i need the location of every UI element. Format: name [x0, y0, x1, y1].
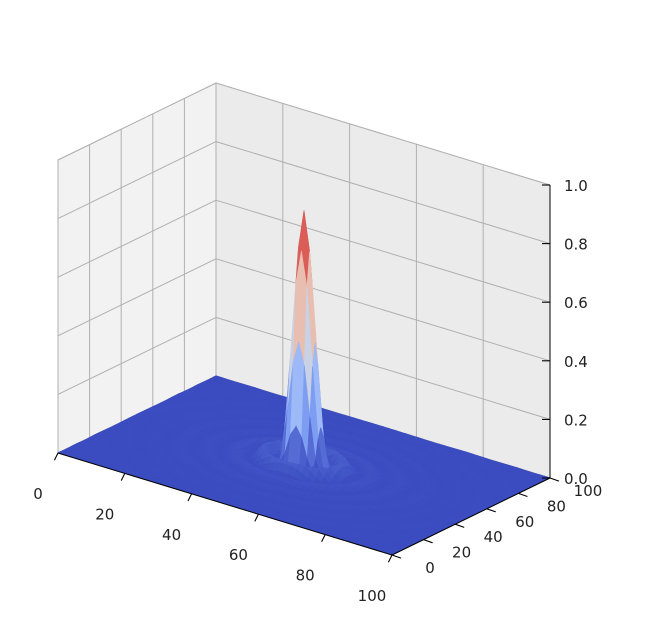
x-axis-tick — [321, 534, 326, 543]
y-axis-tick — [486, 508, 496, 513]
x-axis-tick — [387, 554, 393, 563]
y-axis-tick — [391, 554, 402, 559]
x-axis-tick-label: 0 — [33, 485, 43, 503]
z-axis-tick-label: 0.0 — [564, 470, 588, 488]
gridline-z-left — [57, 316, 217, 395]
y-axis-tick-label: 0 — [425, 559, 435, 577]
y-axis-tick — [455, 523, 465, 528]
x-axis-tick — [120, 473, 126, 481]
surface-mesh — [57, 210, 551, 556]
z-axis-tick-label: 1.0 — [564, 177, 588, 195]
y-axis-line — [391, 477, 551, 556]
gridline-z-left — [57, 258, 217, 337]
y-axis-tick-label: 80 — [547, 497, 566, 515]
y-axis-tick-label: 20 — [452, 544, 471, 562]
y-axis-tick — [549, 477, 560, 482]
x-axis-tick — [254, 513, 259, 522]
y-axis-tick-label: 100 — [574, 482, 603, 500]
y-axis-tick-label: 40 — [484, 528, 503, 546]
z-axis-tick-label: 0.2 — [564, 411, 588, 429]
z-axis-tick-label: 0.6 — [564, 294, 588, 312]
z-axis-tick-label: 0.8 — [564, 236, 588, 254]
x-axis-tick-label: 40 — [162, 526, 181, 544]
z-axis-tick-label: 0.4 — [564, 353, 588, 371]
x-axis-tick-label: 60 — [229, 546, 248, 564]
y-axis-tick-label: 60 — [515, 513, 534, 531]
x-axis-tick-label: 100 — [358, 587, 387, 605]
x-axis-tick-label: 80 — [296, 567, 315, 585]
gridline-z-back — [215, 316, 551, 420]
x-axis-line — [57, 452, 393, 556]
x-axis-tick — [187, 493, 193, 502]
gridline-z-left — [57, 199, 217, 278]
gridline-z-left — [57, 82, 217, 161]
x-axis-tick-label: 20 — [95, 505, 114, 523]
axis-lines — [57, 185, 551, 556]
y-axis-tick — [423, 539, 433, 544]
gridline-z-back — [215, 141, 551, 245]
axis-ticks: 0204060801000204060801000.00.20.40.60.81… — [33, 177, 602, 605]
x-axis-tick — [53, 452, 59, 461]
gridline-z-back — [215, 82, 551, 186]
gridline-z-left — [57, 141, 217, 220]
y-axis-tick — [518, 492, 528, 498]
gridline-z-back — [215, 199, 551, 303]
gridline-z-back — [215, 258, 551, 362]
